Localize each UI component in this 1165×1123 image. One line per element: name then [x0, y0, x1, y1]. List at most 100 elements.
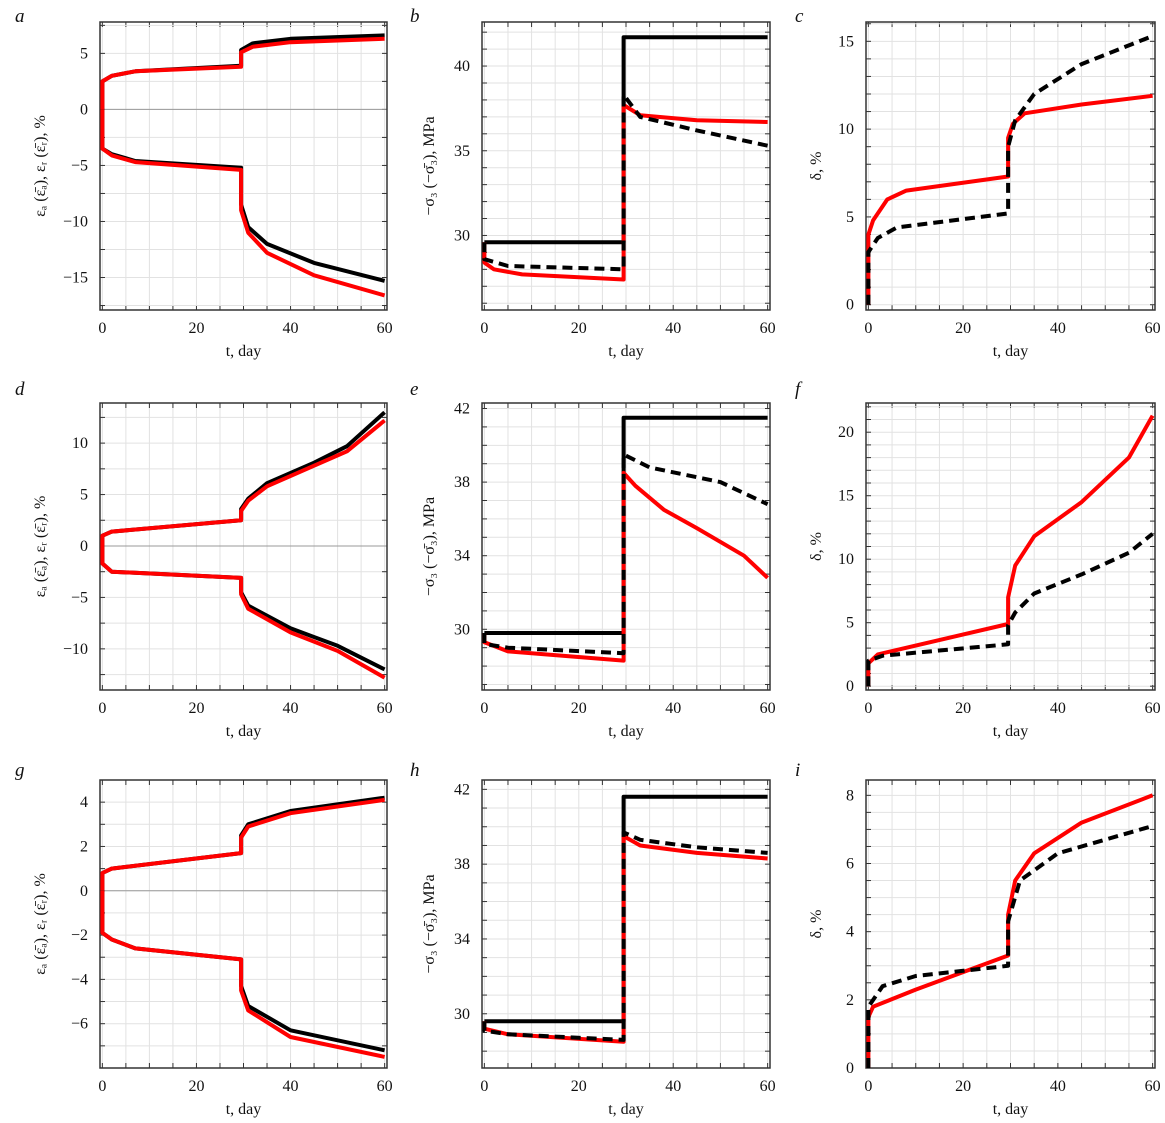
y-axis-label: δ, % [808, 910, 825, 939]
x-tick-label: 0 [98, 320, 106, 337]
y-tick-label: 5 [80, 45, 88, 62]
y-tick-label: 5 [846, 209, 854, 226]
y-tick-label: 30 [454, 621, 470, 638]
series-line-axial-red [100, 418, 386, 546]
series-line-black-dashed [866, 34, 1154, 305]
x-tick-label: 60 [760, 700, 776, 717]
x-tick-label: 60 [1145, 700, 1161, 717]
x-tick-label: 20 [571, 700, 587, 717]
panel-e: 0 20 40 60 30 34 38 42 t, day −σ₃ (−σ̄₃), MPa e [410, 379, 776, 740]
x-tick-label: 60 [377, 700, 393, 717]
y-tick-label: 38 [454, 856, 470, 873]
x-axis-label: t, day [226, 343, 262, 360]
series-line-radial-red [100, 890, 386, 1059]
series-line-red-solid [866, 414, 1155, 687]
series-line-radial-red [100, 546, 386, 680]
x-tick-label: 0 [864, 700, 872, 717]
x-axis-label: t, day [226, 1101, 262, 1118]
x-axis-label: t, day [608, 1101, 644, 1118]
y-tick-label: −6 [71, 1016, 88, 1033]
y-tick-label: 8 [846, 787, 854, 804]
panel-label: e [410, 379, 418, 400]
x-axis-label: t, day [608, 723, 644, 740]
y-tick-label: 15 [838, 33, 854, 50]
panel-f: 0 20 40 60 0 5 10 15 20 t, day δ, % f [795, 379, 1161, 740]
series-line-radial-red [100, 109, 386, 298]
y-tick-label: 2 [846, 992, 854, 1009]
y-axis-label: εₐ (ε̄ₐ), εᵣ (ε̄ᵣ), % [32, 873, 49, 975]
panel-label: f [795, 379, 803, 400]
plot-frame [481, 402, 771, 691]
x-tick-label: 0 [98, 700, 106, 717]
panel-label: d [15, 379, 25, 400]
series-line-black-dashed [482, 92, 769, 272]
y-tick-label: 34 [454, 931, 470, 948]
panel-i: 0 20 40 60 0 2 4 6 8 t, day δ, % i [795, 760, 1161, 1118]
series-line-red-solid [482, 103, 768, 282]
y-tick-label: −4 [71, 971, 88, 988]
panel-label: a [15, 6, 25, 27]
x-tick-label: 20 [188, 700, 204, 717]
y-axis-label: −σ₃ (−σ̄₃), MPa [421, 116, 438, 215]
panel-label: h [410, 760, 420, 781]
panel-b: 0 20 40 60 30 35 40 t, day −σ₃ (−σ̄₃), MPa b [410, 6, 776, 360]
y-tick-label: 4 [846, 924, 854, 941]
x-tick-label: 0 [480, 700, 488, 717]
panel-label: c [795, 6, 804, 27]
x-tick-label: 40 [665, 320, 681, 337]
y-tick-label: 42 [454, 401, 470, 418]
y-tick-label: 5 [80, 487, 88, 504]
series-line-black-dashed [866, 824, 1154, 1068]
x-tick-label: 60 [377, 1078, 393, 1095]
y-tick-label: 10 [72, 435, 88, 452]
x-axis-label: t, day [993, 343, 1029, 360]
y-tick-label: −2 [71, 927, 88, 944]
panel-d: 0 20 40 60 −10 −5 0 5 10 t, day εₐ (ε̄ₐ), εᵣ (ε̄ᵣ)… [15, 379, 393, 740]
y-tick-label: 2 [80, 838, 88, 855]
x-tick-label: 20 [955, 320, 971, 337]
y-tick-label: −10 [63, 641, 88, 658]
y-tick-label: 35 [454, 143, 470, 160]
x-tick-label: 40 [1050, 1078, 1066, 1095]
panel-label: i [795, 760, 800, 781]
x-tick-label: 0 [864, 320, 872, 337]
series-line-axial-red [100, 36, 385, 110]
panel-c: 0 20 40 60 0 5 10 15 t, day δ, % c [795, 6, 1161, 360]
y-axis-label: −σ₃ (−σ̄₃), MPa [421, 874, 438, 973]
y-tick-label: 0 [80, 538, 88, 555]
y-tick-label: 38 [454, 474, 470, 491]
x-tick-label: 20 [955, 700, 971, 717]
plot-frame [99, 779, 388, 1069]
y-tick-label: 42 [454, 781, 470, 798]
series-line-axial-red [100, 797, 385, 891]
y-tick-label: 20 [838, 424, 854, 441]
y-tick-label: −15 [63, 270, 88, 287]
y-tick-label: −5 [71, 157, 88, 174]
x-tick-label: 40 [283, 700, 299, 717]
x-tick-label: 0 [864, 1078, 872, 1095]
plot-frame [99, 21, 388, 311]
y-axis-label: εₐ (ε̄ₐ), εᵣ (ε̄ᵣ), % [32, 496, 49, 598]
y-tick-label: 10 [838, 551, 854, 568]
y-tick-label: 0 [846, 297, 854, 314]
y-tick-label: 10 [838, 121, 854, 138]
y-tick-label: 0 [80, 883, 88, 900]
x-tick-label: 40 [283, 1078, 299, 1095]
y-tick-label: 40 [454, 58, 470, 75]
series-line-black-dashed [866, 532, 1154, 687]
y-tick-label: −5 [71, 589, 88, 606]
x-tick-label: 60 [1145, 320, 1161, 337]
series-line-black-dashed [482, 452, 769, 656]
plot-frame [865, 402, 1156, 691]
plot-frame [865, 21, 1156, 311]
y-axis-label: −σ₃ (−σ̄₃), MPa [421, 497, 438, 596]
series-line-black-dashed [482, 830, 768, 1042]
x-tick-label: 40 [1050, 320, 1066, 337]
x-tick-label: 40 [665, 1078, 681, 1095]
y-tick-label: −10 [63, 213, 88, 230]
y-tick-label: 0 [80, 101, 88, 118]
y-axis-label: δ, % [808, 532, 825, 561]
y-tick-label: 15 [838, 488, 854, 505]
x-tick-label: 20 [188, 1078, 204, 1095]
